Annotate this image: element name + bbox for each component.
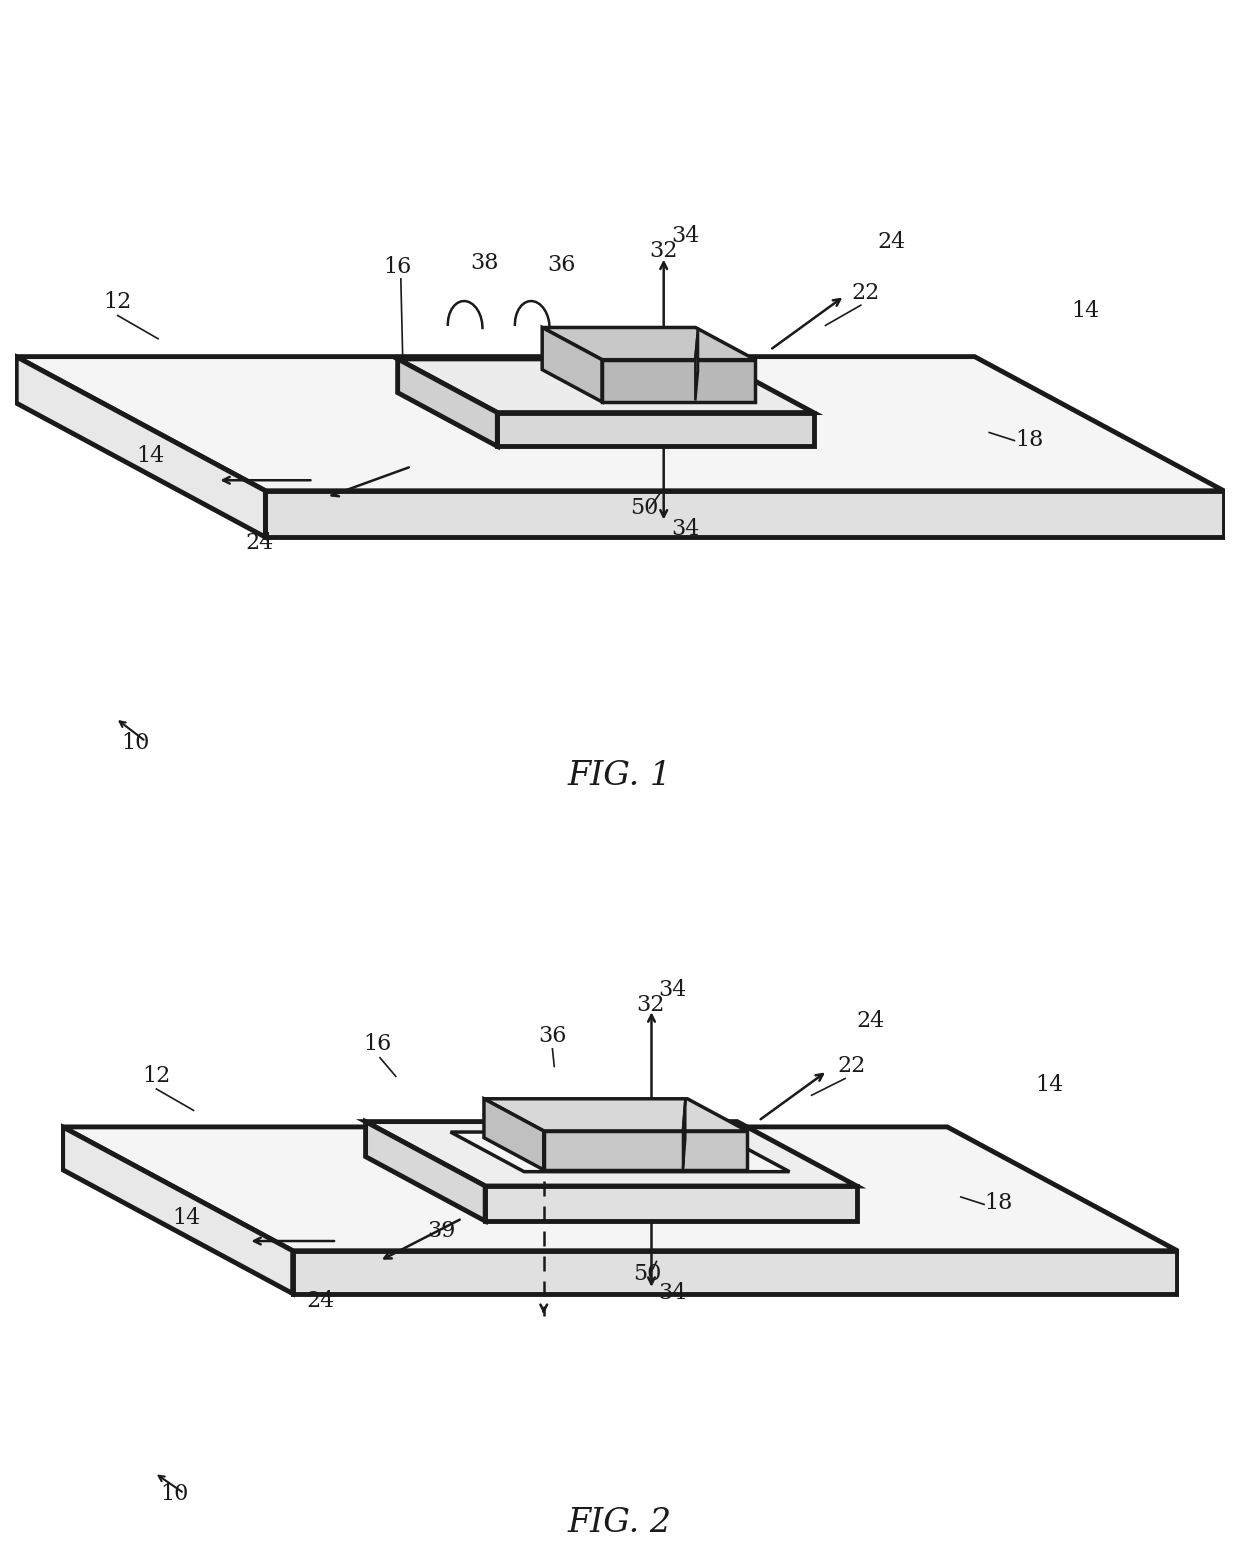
Polygon shape bbox=[484, 1099, 544, 1170]
Text: 32: 32 bbox=[649, 241, 677, 262]
Polygon shape bbox=[484, 1099, 748, 1131]
Text: 50: 50 bbox=[632, 1263, 661, 1285]
Polygon shape bbox=[497, 413, 813, 447]
Polygon shape bbox=[696, 329, 698, 400]
Polygon shape bbox=[601, 360, 755, 402]
Text: 32: 32 bbox=[636, 995, 665, 1017]
Polygon shape bbox=[63, 1127, 1177, 1251]
Text: 36: 36 bbox=[547, 253, 575, 276]
Text: 22: 22 bbox=[852, 282, 880, 304]
Text: 12: 12 bbox=[143, 1066, 170, 1088]
Polygon shape bbox=[63, 1127, 293, 1293]
Text: 18: 18 bbox=[1016, 428, 1044, 450]
Text: FIG. 1: FIG. 1 bbox=[568, 760, 672, 792]
Polygon shape bbox=[542, 327, 755, 360]
Polygon shape bbox=[293, 1251, 1177, 1293]
Polygon shape bbox=[366, 1122, 485, 1221]
Polygon shape bbox=[485, 1186, 857, 1221]
Text: 14: 14 bbox=[1035, 1074, 1064, 1096]
Text: 24: 24 bbox=[878, 231, 906, 253]
Text: 16: 16 bbox=[363, 1034, 392, 1055]
Polygon shape bbox=[542, 327, 601, 402]
Text: 36: 36 bbox=[538, 1026, 567, 1048]
Polygon shape bbox=[398, 359, 497, 447]
Polygon shape bbox=[265, 490, 1224, 537]
Text: 39: 39 bbox=[428, 1220, 456, 1242]
Text: 24: 24 bbox=[306, 1290, 335, 1313]
Text: 34: 34 bbox=[672, 225, 701, 247]
Polygon shape bbox=[366, 1122, 857, 1186]
Text: 24: 24 bbox=[857, 1010, 885, 1032]
Text: 34: 34 bbox=[657, 1282, 686, 1304]
Polygon shape bbox=[16, 357, 1224, 490]
Text: 10: 10 bbox=[122, 731, 150, 754]
Polygon shape bbox=[450, 1131, 790, 1172]
Text: 12: 12 bbox=[104, 292, 131, 314]
Text: FIG. 2: FIG. 2 bbox=[568, 1507, 672, 1538]
Polygon shape bbox=[398, 359, 813, 413]
Text: 50: 50 bbox=[630, 497, 658, 518]
Text: 16: 16 bbox=[383, 256, 412, 278]
Text: 10: 10 bbox=[161, 1482, 188, 1505]
Text: 34: 34 bbox=[657, 979, 686, 1001]
Text: 34: 34 bbox=[672, 518, 701, 540]
Text: 14: 14 bbox=[172, 1207, 201, 1229]
Text: 38: 38 bbox=[470, 251, 498, 273]
Text: 22: 22 bbox=[837, 1055, 866, 1077]
Polygon shape bbox=[683, 1100, 686, 1169]
Text: 18: 18 bbox=[983, 1192, 1012, 1214]
Polygon shape bbox=[544, 1131, 748, 1170]
Text: 14: 14 bbox=[1071, 301, 1100, 323]
Text: 14: 14 bbox=[136, 445, 165, 467]
Text: 24: 24 bbox=[246, 532, 274, 554]
Polygon shape bbox=[16, 357, 265, 537]
